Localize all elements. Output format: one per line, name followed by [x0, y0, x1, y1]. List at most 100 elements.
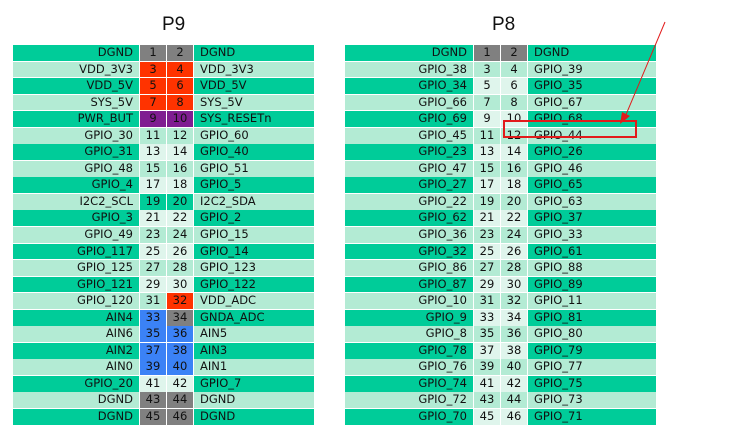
pin-label-left: GPIO_47 — [345, 160, 473, 177]
pin-label-left: DGND — [345, 45, 473, 61]
p8-row: GPIO_62 21 22 GPIO_37 — [345, 210, 656, 227]
pin-number-even: 16 — [501, 160, 527, 177]
pin-label-left: PWR_BUT — [13, 111, 139, 127]
pin-label-right: GPIO_33 — [528, 227, 656, 243]
pin-number-odd: 35 — [474, 326, 500, 343]
pin-number-odd: 5 — [140, 78, 166, 94]
p8-row: GPIO_22 19 20 GPIO_63 — [345, 193, 656, 210]
pin-label-right: DGND — [194, 45, 314, 61]
pin-label-right: GPIO_65 — [528, 177, 656, 194]
pin-number-even: 44 — [167, 392, 193, 409]
pin-label-right: AIN5 — [194, 326, 314, 343]
p8-row: GPIO_87 29 30 GPIO_89 — [345, 276, 656, 293]
pin-label-right: GPIO_37 — [528, 210, 656, 227]
pin-number-odd: 25 — [140, 243, 166, 260]
pin-label-left: AIN0 — [13, 359, 139, 376]
p8-row: GPIO_27 17 18 GPIO_65 — [345, 177, 656, 194]
pin-label-left: GPIO_32 — [345, 243, 473, 260]
pin-number-even: 38 — [501, 342, 527, 359]
pin-number-odd: 35 — [140, 326, 166, 343]
pin-number-odd: 3 — [140, 61, 166, 78]
p8-row: GPIO_76 39 40 GPIO_77 — [345, 359, 656, 376]
pin-number-odd: 7 — [474, 94, 500, 111]
pin-number-odd: 41 — [474, 375, 500, 392]
pin-label-right: VDD_ADC — [194, 293, 314, 309]
p8-row: GPIO_32 25 26 GPIO_61 — [345, 243, 656, 260]
pin-number-even: 18 — [501, 177, 527, 194]
pin-number-even: 14 — [167, 144, 193, 161]
pin-number-even: 34 — [501, 309, 527, 326]
pin-label-right: I2C2_SDA — [194, 193, 314, 210]
pin-number-even: 6 — [501, 78, 527, 94]
pin-label-right: GPIO_14 — [194, 243, 314, 260]
p9-row: GPIO_121 29 30 GPIO_122 — [13, 276, 314, 293]
pin-number-odd: 37 — [474, 342, 500, 359]
pin-number-odd: 29 — [474, 276, 500, 293]
pin-number-odd: 23 — [474, 227, 500, 243]
pin-number-even: 38 — [167, 342, 193, 359]
pin-label-left: GPIO_20 — [13, 375, 139, 392]
pin-label-left: GPIO_120 — [13, 293, 139, 309]
pin-number-even: 32 — [501, 293, 527, 309]
p9-row: GPIO_125 27 28 GPIO_123 — [13, 260, 314, 276]
pin-label-right: AIN3 — [194, 342, 314, 359]
pin-number-even: 18 — [167, 177, 193, 194]
pin-label-left: GPIO_62 — [345, 210, 473, 227]
pin-label-left: GPIO_3 — [13, 210, 139, 227]
pin-number-odd: 41 — [140, 375, 166, 392]
pin-label-right: GPIO_61 — [528, 243, 656, 260]
pin-label-right: GPIO_123 — [194, 260, 314, 276]
pin-label-left: AIN6 — [13, 326, 139, 343]
pin-label-right: GPIO_81 — [528, 309, 656, 326]
pin-number-even: 20 — [167, 193, 193, 210]
p8-row: GPIO_45 11 12 GPIO_44 — [345, 127, 656, 144]
pin-label-right: GPIO_2 — [194, 210, 314, 227]
pin-number-odd: 43 — [140, 392, 166, 409]
pin-highlight-box — [503, 120, 637, 138]
pin-label-left: GPIO_10 — [345, 293, 473, 309]
pin-number-odd: 27 — [474, 260, 500, 276]
pin-number-even: 26 — [501, 243, 527, 260]
pin-number-even: 20 — [501, 193, 527, 210]
pin-label-left: SYS_5V — [13, 94, 139, 111]
p9-pin-table: DGND 1 2 DGND VDD_3V3 3 4 VDD_3V3 VDD_5V 5 6 VDD_5V… — [13, 45, 314, 426]
p9-row: GPIO_3 21 22 GPIO_2 — [13, 210, 314, 227]
pointer-arrow-line — [624, 21, 666, 118]
pin-label-right: GPIO_75 — [528, 375, 656, 392]
pin-label-left: VDD_3V3 — [13, 61, 139, 78]
pin-label-left: GPIO_49 — [13, 227, 139, 243]
pin-label-left: VDD_5V — [13, 78, 139, 94]
pin-label-left: GPIO_45 — [345, 127, 473, 144]
pin-label-left: GPIO_66 — [345, 94, 473, 111]
pin-number-even: 22 — [167, 210, 193, 227]
pin-label-right: GPIO_122 — [194, 276, 314, 293]
pin-number-odd: 11 — [140, 127, 166, 144]
p8-pin-table: DGND 1 2 DGND GPIO_38 3 4 GPIO_39 GPIO_34 5 6 GPIO_… — [345, 45, 656, 426]
pin-number-odd: 7 — [140, 94, 166, 111]
pin-number-even: 10 — [167, 111, 193, 127]
pin-number-odd: 33 — [474, 309, 500, 326]
pin-label-right: GPIO_63 — [528, 193, 656, 210]
p9-row: VDD_5V 5 6 VDD_5V — [13, 78, 314, 94]
p9-row: GPIO_4 17 18 GPIO_5 — [13, 177, 314, 194]
pin-label-left: GPIO_4 — [13, 177, 139, 194]
pin-number-odd: 33 — [140, 309, 166, 326]
pin-label-right: GPIO_46 — [528, 160, 656, 177]
pin-label-left: GPIO_74 — [345, 375, 473, 392]
pin-label-right: VDD_3V3 — [194, 61, 314, 78]
pin-number-even: 32 — [167, 293, 193, 309]
pin-number-odd: 1 — [474, 45, 500, 61]
pin-number-odd: 13 — [140, 144, 166, 161]
p8-row: GPIO_10 31 32 GPIO_11 — [345, 293, 656, 309]
p9-row: AIN6 35 36 AIN5 — [13, 326, 314, 343]
pin-label-right: SYS_5V — [194, 94, 314, 111]
p8-row: GPIO_9 33 34 GPIO_81 — [345, 309, 656, 326]
pin-number-even: 24 — [167, 227, 193, 243]
pin-label-left: GPIO_48 — [13, 160, 139, 177]
pin-label-right: GPIO_79 — [528, 342, 656, 359]
pin-number-odd: 29 — [140, 276, 166, 293]
p9-row: AIN2 37 38 AIN3 — [13, 342, 314, 359]
pin-number-odd: 37 — [140, 342, 166, 359]
p9-row: GPIO_49 23 24 GPIO_15 — [13, 227, 314, 243]
p8-row: GPIO_38 3 4 GPIO_39 — [345, 61, 656, 78]
